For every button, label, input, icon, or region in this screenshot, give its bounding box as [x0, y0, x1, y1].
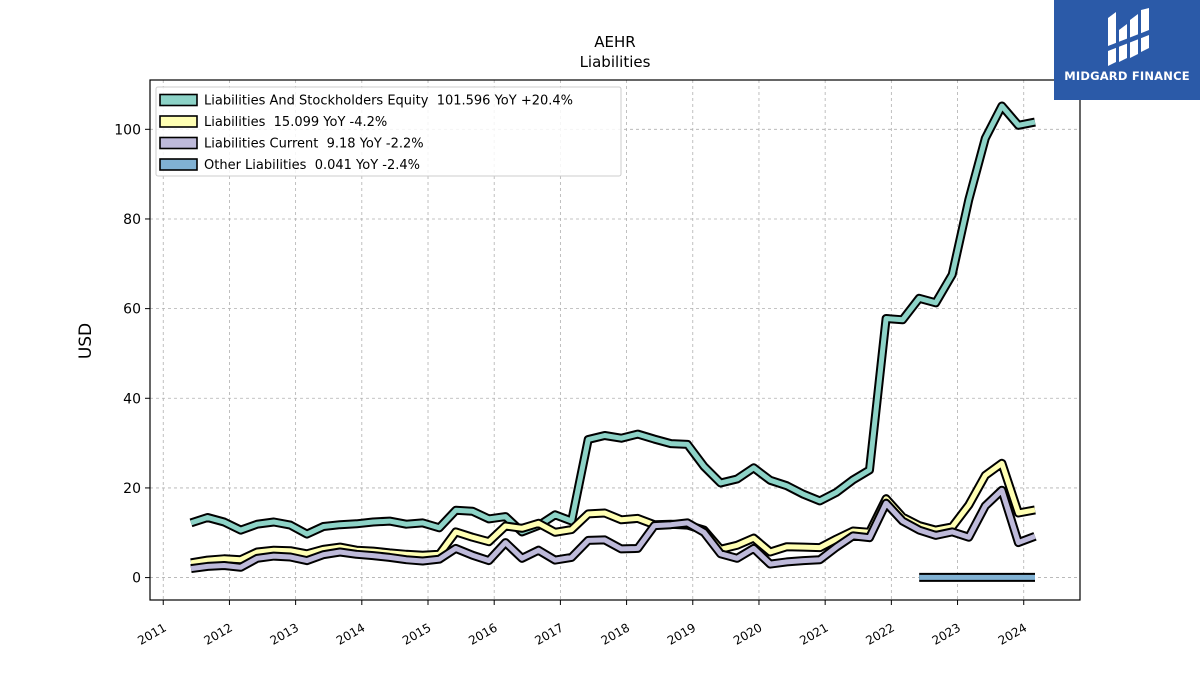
x-tick-label: 2013 [268, 620, 301, 647]
plot-frame [149, 79, 1081, 601]
x-tick-label: 2011 [135, 620, 168, 647]
x-tick-label: 2018 [599, 620, 632, 647]
legend-swatch-1 [159, 115, 198, 128]
x-tick-label: 2014 [334, 620, 367, 647]
series-line-2 [190, 487, 1036, 572]
y-axis-ticks: 0 20 40 60 80 100 [114, 122, 150, 587]
legend-swatch-3 [159, 158, 198, 171]
x-tick-label: 2012 [201, 620, 234, 647]
x-tick-label: 2017 [532, 620, 565, 647]
y-tick-label: 0 [132, 571, 141, 587]
x-tick-label: 2023 [930, 620, 963, 647]
midgard-finance-logo: MIDGARD FINANCE [1054, 0, 1200, 100]
x-tick-label: 2015 [400, 620, 433, 647]
series-line-0 [190, 103, 1036, 537]
legend-label-3: Other Liabilities 0.041 YoY -2.4% [204, 158, 420, 173]
x-tick-label: 2016 [466, 620, 499, 647]
y-tick-label: 60 [123, 302, 141, 318]
y-tick-label: 80 [123, 212, 141, 228]
x-tick-label: 2019 [665, 620, 698, 647]
y-tick-label: 40 [123, 391, 141, 407]
logo-text: MIDGARD FINANCE [1064, 69, 1190, 83]
legend-swatch-0 [159, 93, 198, 107]
x-axis-ticks: 2011 2012 2013 2014 2015 2016 2017 2018 2019 2020… [135, 600, 1029, 648]
legend-label-1: Liabilities 15.099 YoY -4.2% [204, 115, 387, 130]
logo-mark-icon [1108, 8, 1149, 66]
legend-swatch-2 [159, 136, 198, 150]
legend-label-0: Liabilities And Stockholders Equity 101.… [204, 94, 573, 109]
x-tick-label: 2021 [797, 620, 830, 647]
y-tick-label: 20 [123, 481, 141, 497]
x-tick-label: 2024 [996, 620, 1029, 647]
x-tick-label: 2022 [863, 620, 896, 647]
legend: Liabilities And Stockholders Equity 101.… [155, 86, 622, 177]
chart-title: AEHR [594, 33, 635, 51]
x-tick-label: 2020 [731, 620, 764, 647]
y-axis-label: USD [76, 323, 96, 359]
legend-box [155, 86, 622, 177]
chart-subtitle: Liabilities [580, 53, 651, 71]
series-layer [189, 101, 1037, 582]
y-tick-label: 100 [114, 122, 141, 138]
legend-label-2: Liabilities Current 9.18 YoY -2.2% [204, 137, 424, 152]
